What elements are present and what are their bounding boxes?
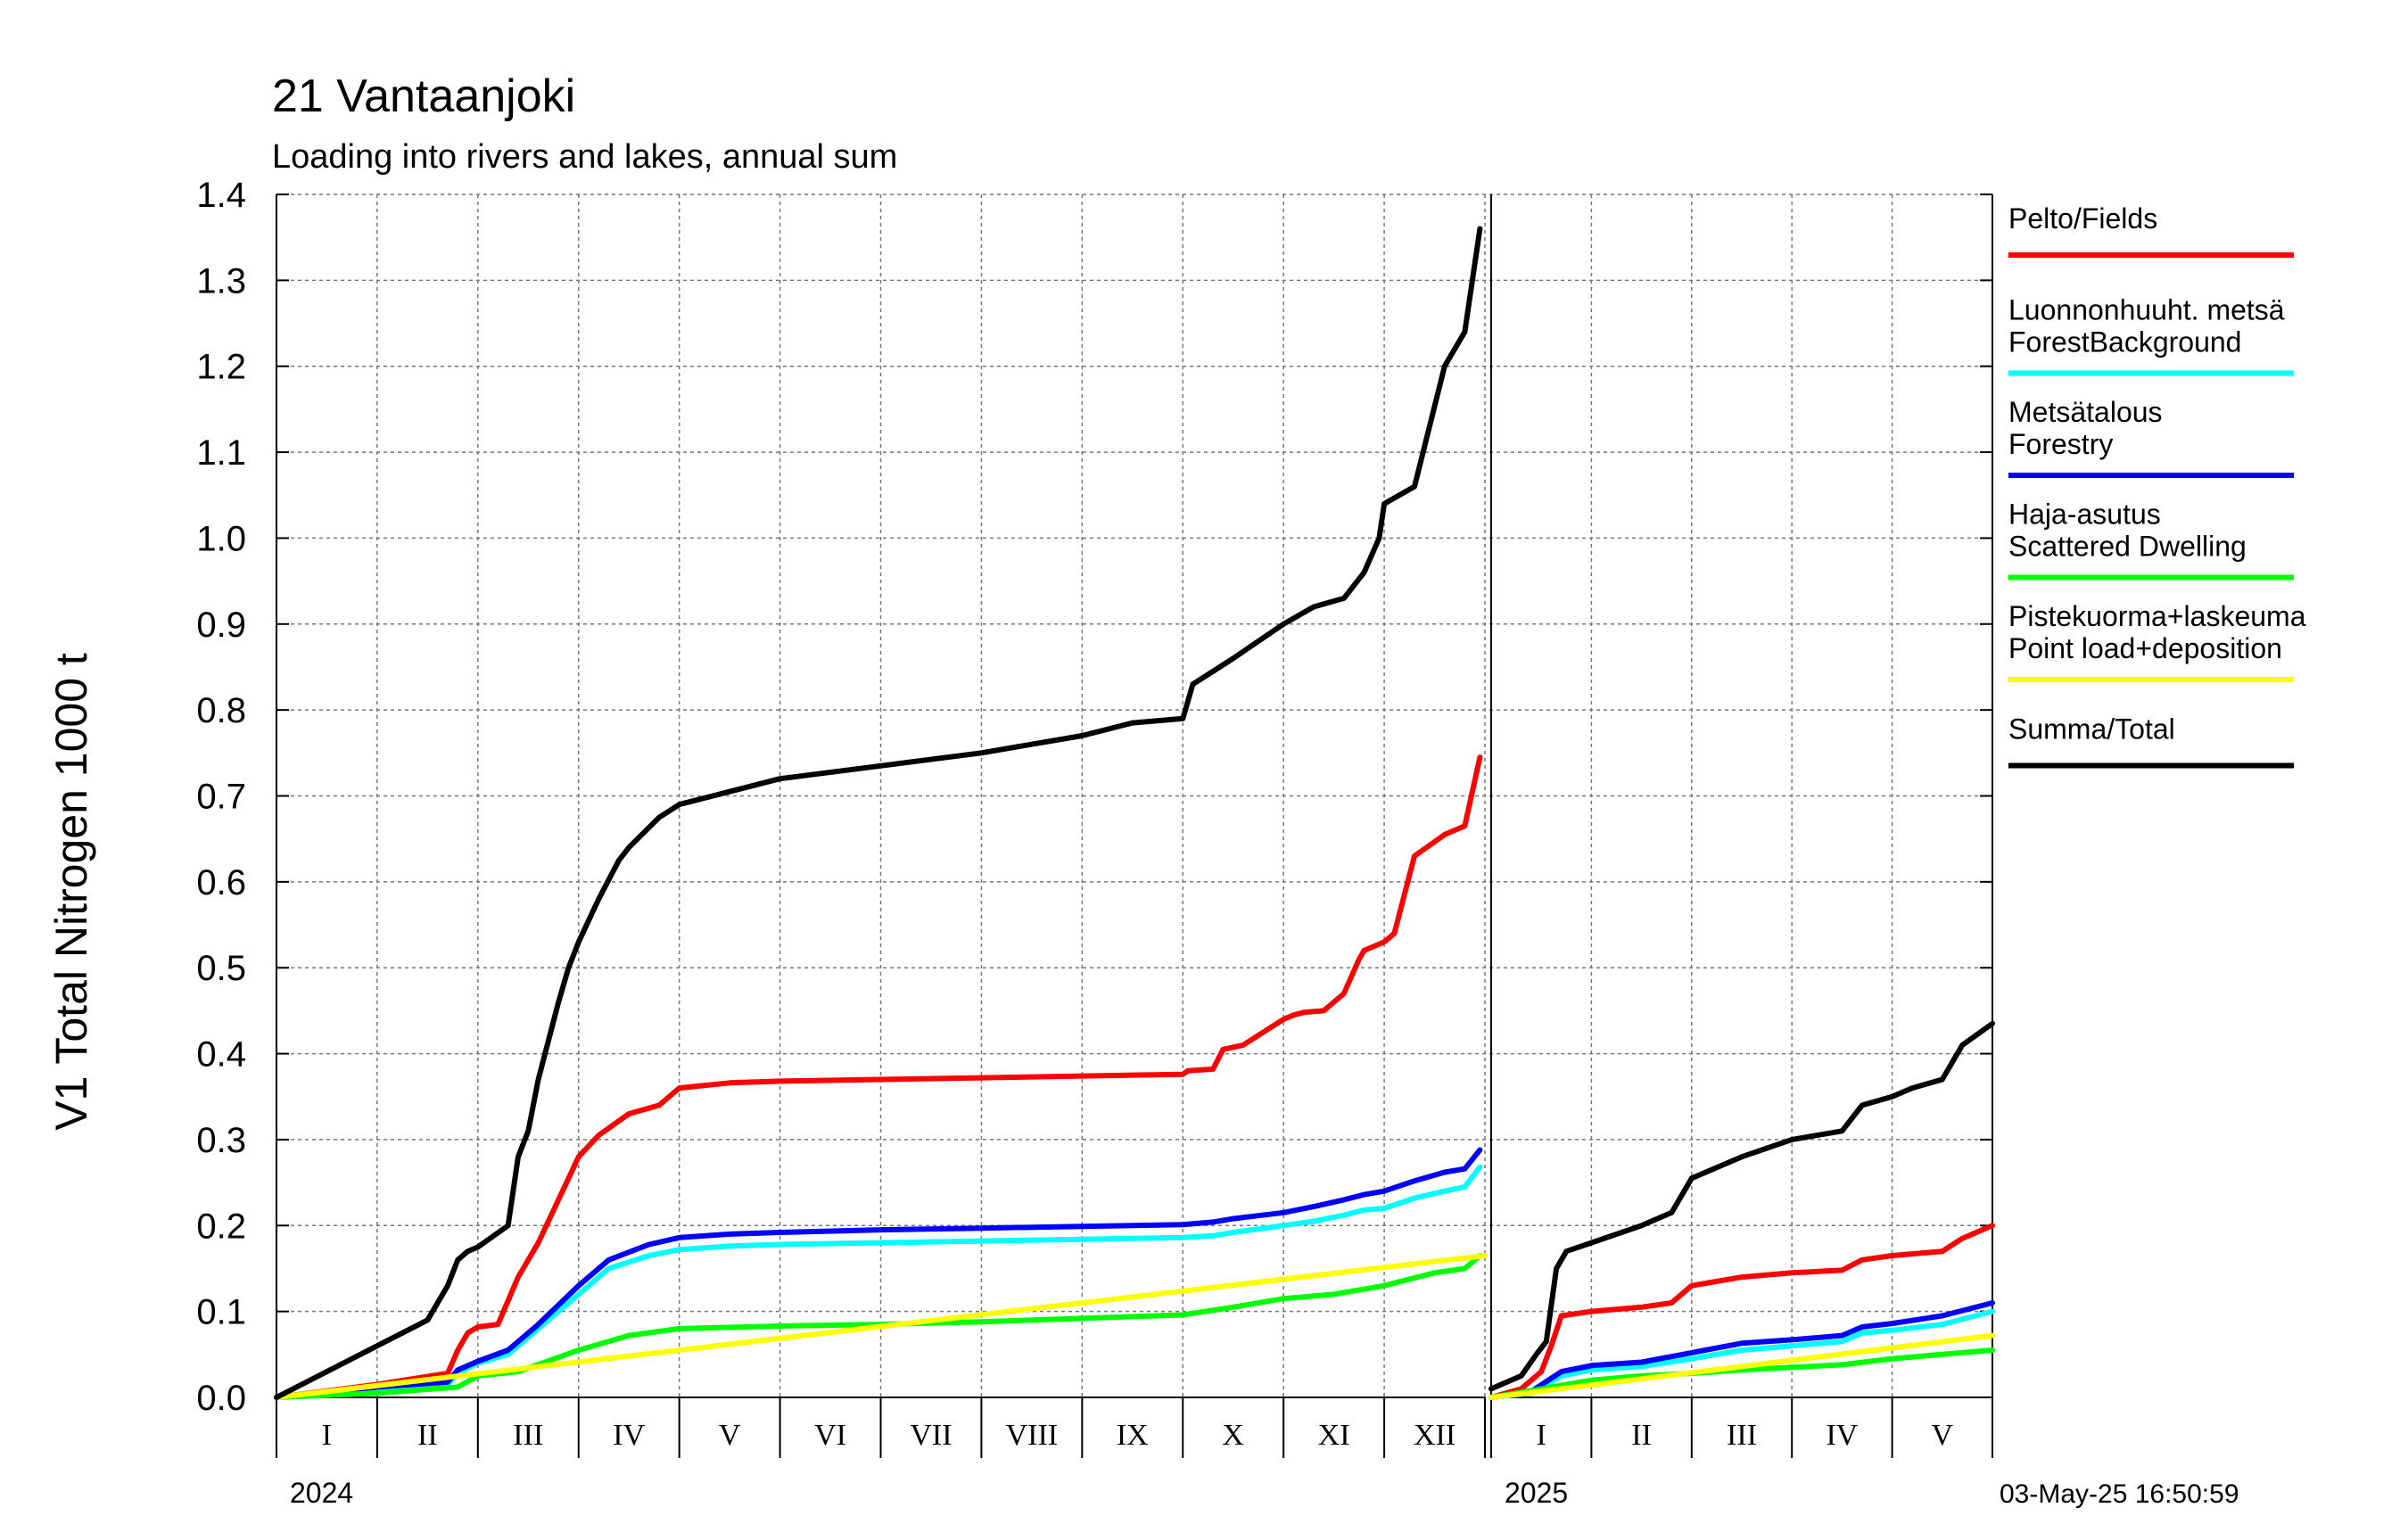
legend-label: Luonnonhuuht. metsä [2008, 294, 2285, 326]
series-line-pistekuorma-laskeuma-point-load-deposition [1489, 1332, 1995, 1400]
month-label: II [1631, 1419, 1652, 1452]
y-tick-label: 0.9 [196, 606, 246, 645]
year-label: 2024 [290, 1477, 353, 1509]
series-line-mets-talous-forestry [274, 1147, 1483, 1400]
month-label: I [322, 1419, 332, 1452]
y-tick-label: 0.1 [196, 1293, 246, 1332]
month-label: II [417, 1419, 438, 1452]
month-label: VII [910, 1419, 952, 1452]
month-label: V [1932, 1419, 1954, 1452]
y-tick-label: 0.7 [196, 778, 246, 817]
y-axis-label: V1 Total Nitrogen 1000 t [46, 653, 96, 1131]
y-tick-label: 0.3 [196, 1121, 246, 1160]
legend-label: Metsätalous [2008, 396, 2163, 428]
year-label: 2025 [1505, 1477, 1568, 1509]
y-tick-label: 1.3 [196, 261, 246, 301]
legend-label-secondary: Point load+deposition [2008, 632, 2282, 664]
month-label: IV [613, 1419, 645, 1452]
chart-subtitle: Loading into rivers and lakes, annual su… [272, 138, 897, 176]
series-layer [274, 226, 1995, 1400]
y-tick-label: 0.2 [196, 1207, 246, 1246]
month-label: IX [1117, 1419, 1149, 1452]
legend-label: Pelto/Fields [2008, 202, 2157, 235]
legend: Pelto/Fields Luonnonhuuht. metsäForestBac… [2008, 202, 2306, 769]
legend-label: Haja-asutus [2008, 498, 2161, 531]
series-line-summa-total [274, 226, 1483, 1400]
month-label: XII [1414, 1419, 1456, 1452]
series-line-summa-total [1489, 1020, 1995, 1392]
legend-label-secondary: ForestBackground [2008, 326, 2241, 358]
legend-label: Summa/Total [2008, 713, 2175, 746]
grid-layer [276, 194, 1993, 1398]
y-tick-label: 0.8 [196, 691, 246, 730]
series-line-pelto-fields [274, 754, 1483, 1400]
y-tick-label: 1.4 [196, 176, 246, 215]
series-line-luonnonhuuht-mets-forestbackground [1489, 1308, 1995, 1400]
y-tick-label: 0.0 [196, 1379, 246, 1418]
month-label: VIII [1006, 1419, 1059, 1452]
y-tick-label: 0.5 [196, 949, 246, 988]
y-tick-label: 1.1 [196, 433, 246, 473]
legend-entry: Pelto/Fields [2008, 202, 2294, 258]
legend-label-secondary: Scattered Dwelling [2008, 531, 2247, 563]
series-line-mets-talous-forestry [1489, 1300, 1995, 1400]
series-line-pistekuorma-laskeuma-point-load-deposition [274, 1253, 1488, 1400]
timestamp: 03-May-25 16:50:59 [2000, 1479, 2239, 1509]
month-label: III [1727, 1419, 1757, 1452]
series-line-haja-asutus-scattered-dwelling [1489, 1347, 1995, 1400]
month-label: X [1222, 1419, 1244, 1452]
month-label: XI [1318, 1419, 1350, 1452]
legend-label: Pistekuorma+laskeuma [2008, 600, 2306, 632]
axis-layer: 0.0 0.1 0.2 0.3 0.4 0.5 0.6 0.7 0.8 0.9 1.0 1.1 1.2 1… [196, 176, 1993, 1509]
y-tick-label: 0.4 [196, 1035, 246, 1075]
month-label: III [513, 1419, 543, 1452]
chart-title: 21 Vantaanjoki [272, 70, 575, 122]
series-line-pelto-fields [1489, 1223, 1995, 1400]
month-label: IV [1826, 1419, 1858, 1452]
month-label: VI [814, 1419, 846, 1452]
legend-label-secondary: Forestry [2008, 428, 2113, 460]
month-label: I [1537, 1419, 1546, 1452]
y-tick-label: 1.0 [196, 519, 246, 558]
series-line-luonnonhuuht-mets-forestbackground [274, 1164, 1483, 1400]
y-tick-label: 0.6 [196, 863, 246, 902]
month-label: V [719, 1419, 741, 1452]
legend-entry: Summa/Total [2008, 713, 2294, 769]
y-tick-label: 1.2 [196, 348, 246, 387]
